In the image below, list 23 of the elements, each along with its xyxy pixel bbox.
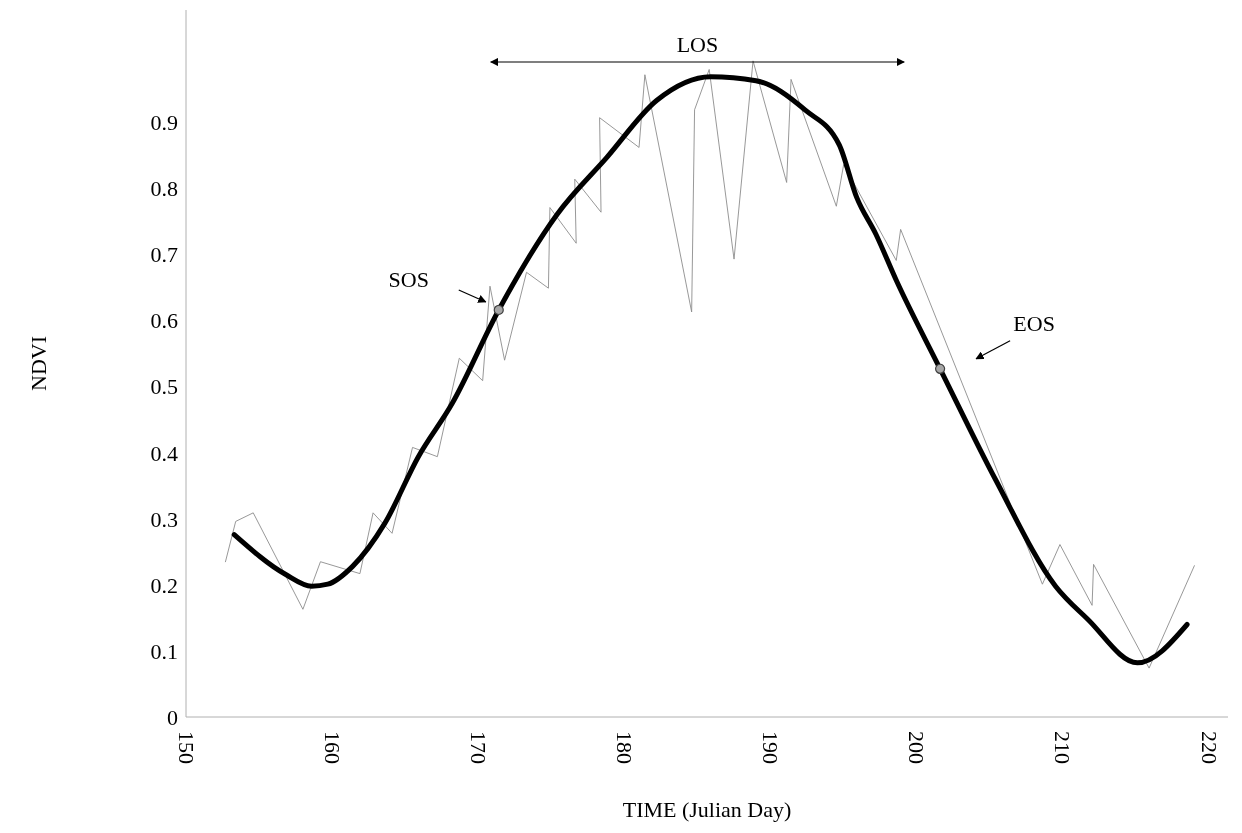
y-tick-label: 0.4 (150, 440, 178, 466)
x-tick-label: 210 (1050, 731, 1076, 764)
y-tick-label: 0.1 (150, 638, 178, 664)
x-tick-label: 180 (611, 731, 637, 764)
y-axis-title: NDVI (25, 336, 51, 391)
x-tick-label: 190 (758, 731, 784, 764)
y-tick-label: 0.9 (150, 110, 178, 136)
annotation: EOS (1013, 311, 1055, 337)
x-tick-label: 220 (1196, 731, 1222, 764)
x-tick-label: 200 (904, 731, 930, 764)
x-tick-label: 160 (319, 731, 345, 764)
x-axis-title: TIME (Julian Day) (622, 797, 792, 822)
y-tick-label: 0.6 (150, 308, 178, 334)
y-tick-label: 0.8 (150, 176, 178, 202)
y-tick-label: 0.7 (150, 242, 178, 268)
x-tick-label: 150 (173, 731, 199, 764)
y-tick-label: 0.3 (150, 506, 178, 532)
y-tick-label: 0.5 (150, 374, 178, 400)
y-tick-label: 0 (167, 704, 178, 730)
annotation: SOS (388, 267, 429, 293)
annotation: LOS (676, 31, 719, 57)
x-tick-label: 170 (465, 731, 491, 764)
y-tick-label: 0.2 (150, 572, 178, 598)
